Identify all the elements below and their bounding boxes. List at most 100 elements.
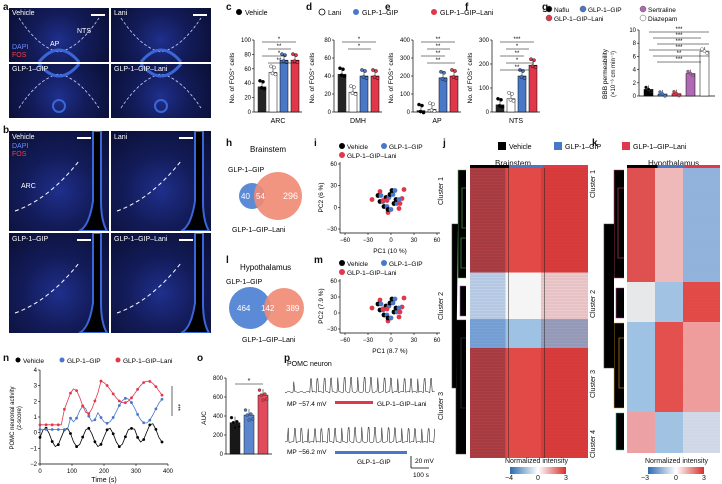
y-tick-label: 800: [213, 376, 224, 382]
chart-n: Vehicle GLP-1–GIP GLP-1–GIP–Lani−2−1012340…: [10, 357, 180, 484]
data-point: [397, 309, 403, 315]
legend-marker: [381, 260, 387, 266]
y-axis-label: PC2 (7.9 %): [318, 288, 325, 323]
data-point: [442, 71, 446, 75]
data-point: [450, 68, 454, 72]
data-point: [87, 412, 91, 416]
cluster-label: Cluster 1: [590, 169, 597, 198]
data-point: [532, 58, 536, 63]
drug-bar: [335, 401, 373, 404]
x-tick-label: −30: [363, 338, 374, 344]
heatmap-legend: Vehicle GLP-1–GIP GLP-1–GIP–Lani: [498, 142, 687, 151]
data-point: [142, 421, 146, 425]
data-point: [420, 103, 424, 108]
legend-label: Sertraline: [648, 7, 676, 14]
legend-marker: [545, 5, 553, 13]
data-point: [56, 428, 60, 431]
chart-d: No. of FOS⁺ cells 0 20 40 60 80 ** DMH: [309, 37, 382, 125]
panel-label-b: b: [3, 125, 10, 136]
bar: [517, 75, 527, 113]
data-point: [281, 59, 286, 63]
sig-label: **: [436, 51, 441, 57]
data-point: [237, 424, 241, 429]
data-point: [75, 416, 78, 420]
legend-marker: [639, 14, 647, 22]
data-point: [81, 435, 85, 439]
sig-label: *: [278, 37, 281, 43]
sig-label: **: [436, 58, 441, 64]
data-point: [272, 65, 276, 70]
venn-b-label: GLP-1–GIP–Lani: [232, 227, 286, 234]
y-tick-label: 0: [334, 205, 338, 211]
y-axis-label: BBB permeability: [602, 48, 609, 99]
bar: [290, 59, 300, 113]
dendrogram-k: [603, 169, 624, 451]
tile-label: GLP-1–GIP: [12, 66, 49, 73]
data-point: [369, 197, 375, 202]
data-point: [658, 90, 662, 94]
colorbar-tick: 0: [674, 475, 678, 482]
data-point: [530, 64, 535, 69]
chart-p: POMC neuron MP −57.4 mV GLP-1–GIP–Lani MP −…: [285, 361, 435, 479]
sig-label: **: [277, 44, 282, 50]
panel-label-f: f: [465, 2, 469, 13]
sig-label: ***: [675, 33, 683, 39]
panel-label-o: o: [197, 353, 204, 364]
sig-label: ***: [675, 57, 683, 63]
y-tick-label: 60: [324, 56, 331, 62]
y-tick-label: 0: [633, 94, 637, 100]
data-point: [124, 435, 127, 439]
data-point: [396, 305, 402, 311]
x-tick-label: 100: [67, 469, 78, 475]
legend-label: GLP-1–GIP–Lani: [554, 16, 604, 23]
trace-title: POMC neuron: [287, 361, 332, 368]
x-axis-label: PC1 (8.7 %): [372, 348, 407, 355]
y-tick-label: 40: [324, 74, 331, 80]
y-tick-label: 6: [633, 54, 637, 60]
data-point: [533, 65, 538, 70]
data-point: [431, 102, 435, 107]
venn-a-label: GLP-1–GIP: [226, 279, 263, 286]
y-axis-label: No. of FOS⁺ cells: [229, 52, 236, 103]
data-point: [56, 443, 60, 447]
bar: [337, 73, 347, 113]
data-point: [390, 192, 396, 197]
data-point: [500, 105, 505, 109]
data-point: [397, 201, 403, 206]
y-tick-label: 30: [330, 184, 337, 190]
sig-label: *: [278, 51, 281, 57]
micrograph-a-lani: Lani: [111, 8, 211, 62]
scale-bar: [179, 239, 193, 241]
data-point: [284, 60, 289, 64]
y-tick-label: 300: [400, 56, 411, 62]
data-point: [142, 381, 146, 384]
data-point: [99, 443, 103, 446]
data-point: [251, 417, 255, 421]
data-point: [644, 85, 648, 90]
sig-label: **: [515, 65, 520, 71]
cluster-label: Cluster 3: [590, 369, 597, 398]
data-point: [295, 60, 300, 64]
region-label: NTS: [509, 118, 523, 125]
legend-marker: [545, 14, 553, 22]
sig-label: *: [358, 37, 361, 43]
micrograph-b-glp1-gip: GLP-1–GIP: [9, 233, 109, 333]
dapi-label: DAPI: [12, 143, 29, 150]
y-tick-label: 60: [244, 67, 251, 73]
y-tick-label: 0: [407, 110, 411, 116]
legend-marker: [339, 143, 345, 149]
y-tick-label: 400: [213, 414, 224, 420]
data-point: [257, 388, 262, 392]
y-tick-label: 200: [213, 433, 224, 439]
tile-label: Vehicle: [12, 10, 35, 17]
x-tick-label: 30: [411, 338, 418, 344]
data-point: [99, 379, 103, 383]
venn-l: Hypothalamus GLP-1–GIP 464 142 389 GLP-1…: [226, 263, 304, 344]
y-tick-label: 80: [244, 52, 251, 58]
data-point: [378, 193, 384, 198]
region-label: AP: [432, 118, 442, 125]
venn-both: 142: [261, 304, 275, 313]
data-point: [294, 53, 298, 57]
y-tick-label: 0: [328, 110, 332, 116]
